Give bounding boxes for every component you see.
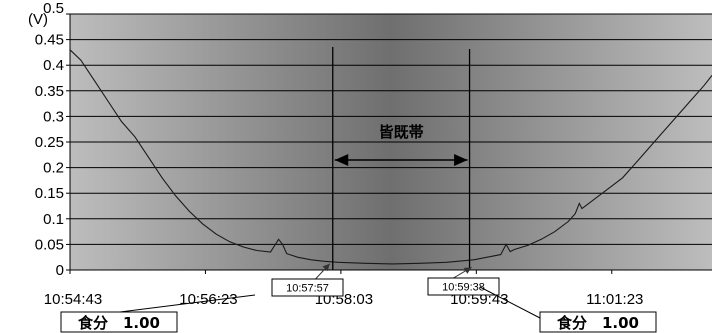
gridlines	[70, 13, 712, 245]
y-tick-label: 0.15	[35, 185, 64, 202]
contact-pointer	[315, 263, 331, 280]
x-axis: 10:54:43 10:56:23 10:58:03 10:59:43 11:01:23	[44, 269, 712, 308]
totality-label: 皆既帯	[379, 123, 424, 141]
y-axis: 0 0.05 0.1 0.15 0.2 0.25 0.3 0.35 0.4 0.45 0.5	[35, 0, 71, 279]
y-tick-label: 0.05	[35, 236, 64, 253]
magnitude-pointer	[119, 294, 256, 313]
y-tick-label: 0.45	[35, 32, 64, 49]
series-line	[69, 49, 712, 265]
magnitude-box	[539, 311, 657, 333]
y-tick-label: 0.3	[43, 108, 64, 125]
contact-time-box	[427, 277, 500, 296]
x-tick-label: 11:01:23	[586, 291, 643, 308]
x-tick-label: 10:54:43	[44, 291, 102, 308]
contact-time-label: 10:57:57	[286, 283, 329, 295]
y-tick-label: 0.2	[43, 160, 64, 177]
contact-time-box	[271, 278, 344, 297]
y-tick-label: 0.1	[43, 211, 64, 228]
contact-time-label: 10:59:38	[442, 282, 485, 294]
y-tick-label: 0.4	[43, 57, 64, 74]
y-tick-label: 0.5	[43, 0, 64, 17]
contact-pointer	[453, 266, 472, 279]
magnitude-pointer	[479, 286, 541, 319]
x-tick-label: 10:56:23	[179, 291, 237, 308]
y-tick-label: 0	[56, 262, 64, 279]
totality-overlay: 皆既帯 10:57:57 10:59:38 食分 1.00 食分 1.00	[60, 47, 657, 333]
magnitude-label: 食分 1.00	[557, 314, 639, 332]
y-axis-unit: (V)	[28, 11, 48, 28]
magnitude-box	[60, 311, 178, 333]
y-tick-label: 0.25	[35, 134, 64, 151]
y-tick-label: 0.35	[35, 83, 64, 100]
magnitude-label: 食分 1.00	[78, 314, 160, 332]
